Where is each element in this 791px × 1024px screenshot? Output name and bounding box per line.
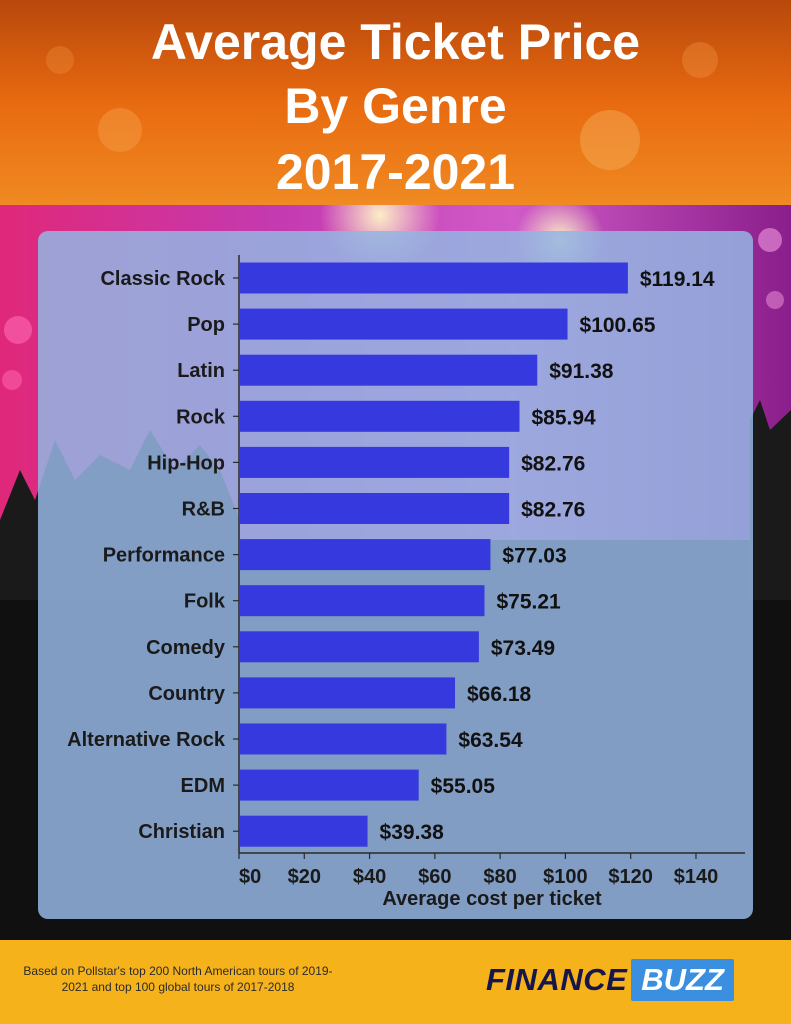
page-title-line-3: 2017-2021 (275, 144, 516, 200)
category-label: Latin (177, 360, 225, 382)
category-label: Hip-Hop (147, 452, 225, 474)
financebuzz-logo: FINANCE BUZZ (486, 956, 734, 1004)
bar (240, 539, 491, 571)
bar (240, 723, 447, 755)
category-label: Pop (187, 314, 225, 336)
x-tick-label: $80 (483, 866, 516, 888)
category-label: Rock (176, 406, 226, 428)
value-label: $39.38 (380, 821, 445, 844)
value-label: $66.18 (467, 683, 532, 706)
source-note: Based on Pollstar's top 200 North Americ… (23, 964, 333, 994)
value-label: $82.76 (521, 452, 585, 475)
logo-text-finance: FINANCE (486, 962, 628, 997)
bar (240, 262, 628, 294)
category-label: Country (148, 683, 226, 705)
logo-text-buzz: BUZZ (631, 959, 734, 1001)
bar (240, 354, 538, 386)
category-label: Comedy (146, 637, 226, 659)
x-tick-label: $100 (543, 866, 588, 888)
value-label: $77.03 (502, 545, 566, 568)
chart-panel (38, 231, 753, 919)
page-title-line-2: By Genre (284, 78, 507, 134)
x-tick-label: $120 (608, 866, 653, 888)
category-label: R&B (182, 499, 225, 521)
value-label: $85.94 (532, 406, 597, 429)
bar (240, 815, 368, 847)
value-label: $82.76 (521, 499, 585, 522)
category-label: Classic Rock (100, 268, 225, 290)
category-label: Christian (138, 821, 225, 843)
bar (240, 677, 456, 709)
x-tick-label: $20 (288, 866, 321, 888)
value-label: $73.49 (491, 637, 555, 660)
bar (240, 446, 510, 478)
bar (240, 308, 568, 340)
x-axis-title: Average cost per ticket (382, 888, 602, 910)
page-title-line-1: Average Ticket Price (150, 14, 641, 70)
bar (240, 400, 520, 432)
category-label: Folk (184, 591, 226, 613)
value-label: $55.05 (431, 775, 496, 798)
bar (240, 769, 419, 801)
bar (240, 493, 510, 524)
category-label: Alternative Rock (67, 729, 226, 751)
x-tick-label: $40 (353, 866, 386, 888)
category-label: Performance (103, 545, 225, 567)
value-label: $75.21 (496, 591, 561, 614)
value-label: $91.38 (549, 360, 614, 383)
x-tick-label: $0 (239, 866, 261, 888)
x-tick-label: $60 (418, 866, 451, 888)
value-label: $119.14 (640, 268, 715, 291)
bar (240, 585, 485, 617)
bar (240, 631, 479, 663)
header-banner (0, 0, 791, 205)
value-label: $100.65 (580, 314, 656, 337)
category-label: EDM (181, 775, 225, 797)
value-label: $63.54 (458, 729, 523, 752)
x-tick-label: $140 (674, 866, 719, 888)
